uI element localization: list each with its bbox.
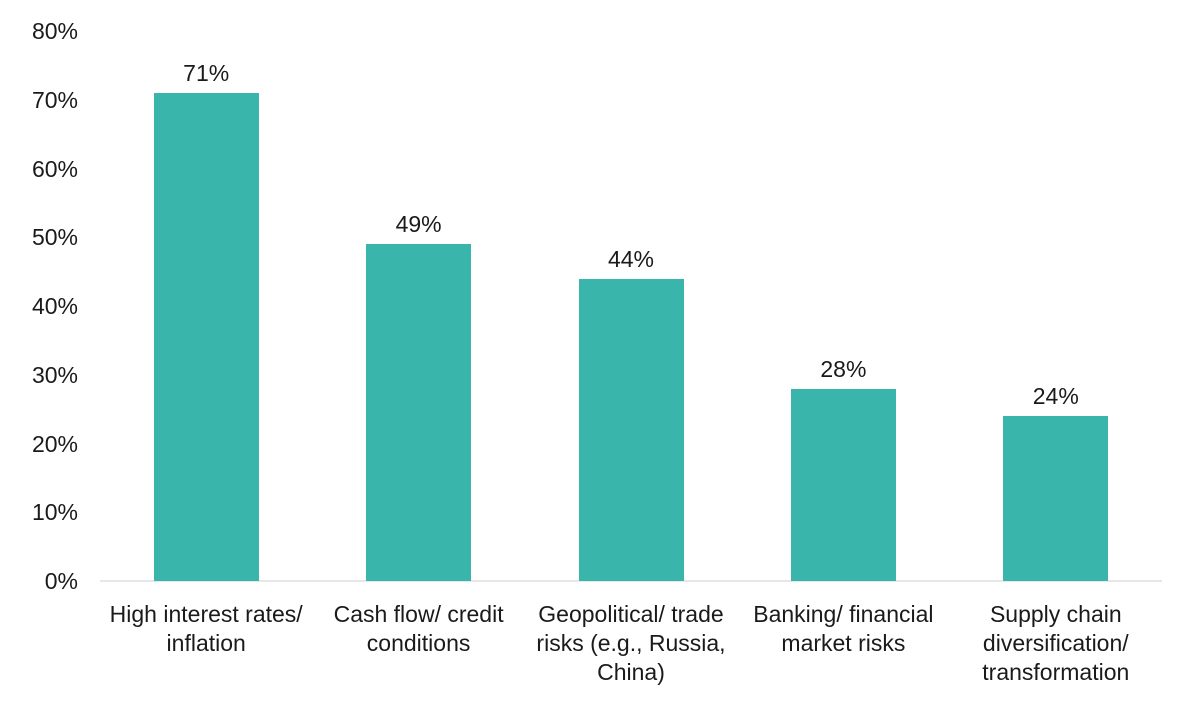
bar-value-label: 24%	[1032, 383, 1079, 409]
y-tick-label: 20%	[31, 430, 78, 457]
category-label: High interest rates/ inflation	[109, 601, 303, 656]
category-label: Geopolitical/ trade risks (e.g., Russia,…	[536, 601, 726, 685]
category-label: Banking/ financial market risks	[753, 601, 934, 656]
category-label: Supply chain diversification/ transforma…	[982, 601, 1130, 685]
category-label: Cash flow/ credit conditions	[333, 601, 504, 656]
bar	[578, 278, 684, 581]
bar-value-label: 28%	[820, 355, 867, 382]
y-tick-label: 30%	[31, 361, 78, 388]
y-tick-label: 40%	[31, 293, 78, 319]
bar	[1003, 416, 1109, 581]
bar	[153, 92, 259, 581]
y-tick-label: 10%	[31, 499, 78, 526]
x-axis-line	[100, 580, 1162, 582]
bar	[366, 244, 472, 581]
bar-value-label: 44%	[607, 245, 655, 272]
bar	[790, 388, 896, 581]
y-tick-label: 50%	[31, 224, 78, 251]
bar-value-label: 49%	[395, 211, 442, 238]
y-tick-label: 80%	[31, 18, 78, 44]
y-tick-label: 60%	[31, 155, 78, 182]
y-tick-label: 70%	[31, 86, 78, 113]
y-tick-label: 0%	[44, 568, 78, 594]
bar-value-label: 71%	[183, 59, 230, 86]
